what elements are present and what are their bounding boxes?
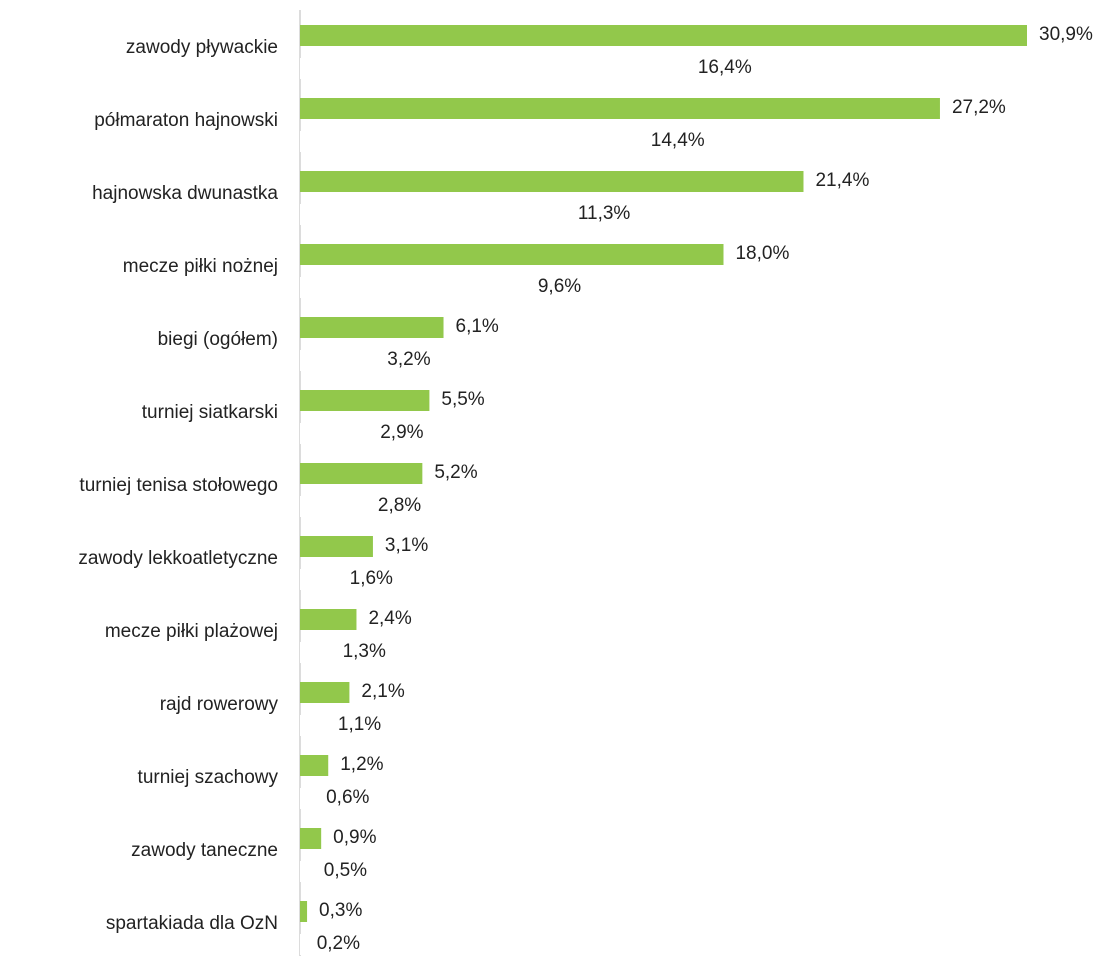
bar	[300, 755, 329, 776]
data-label: 1,2%	[340, 754, 383, 775]
bar	[300, 423, 369, 444]
data-label: 14,4%	[651, 130, 705, 151]
bar	[300, 496, 366, 517]
bar	[300, 204, 566, 225]
category-label: zawody pływackie	[126, 37, 278, 58]
data-label: 18,0%	[735, 243, 789, 264]
bar	[300, 861, 312, 882]
bar	[300, 390, 430, 411]
category-label: rajd rowerowy	[160, 694, 279, 715]
data-label: 0,3%	[319, 900, 362, 921]
bar	[300, 171, 804, 192]
category-label: biegi (ogółem)	[158, 329, 278, 350]
category-label: zawody taneczne	[131, 840, 278, 861]
bar	[300, 609, 357, 630]
bar	[300, 98, 940, 119]
bar	[300, 901, 308, 922]
bar	[300, 58, 686, 79]
category-label: hajnowska dwunastka	[92, 183, 278, 204]
bar	[300, 828, 322, 849]
data-label: 27,2%	[952, 97, 1006, 118]
data-label: 11,3%	[578, 203, 631, 224]
category-label: zawody lekkoatletyczne	[78, 548, 278, 569]
category-label: mecze piłki nożnej	[123, 256, 278, 277]
data-label: 21,4%	[815, 170, 869, 191]
data-label: 5,5%	[441, 389, 484, 410]
data-label: 2,8%	[378, 495, 421, 516]
bar	[300, 317, 444, 338]
data-label: 3,2%	[387, 349, 430, 370]
category-label: mecze piłki plażowej	[105, 621, 278, 642]
bar	[300, 350, 376, 371]
category-label: półmaraton hajnowski	[94, 110, 278, 131]
bar	[300, 25, 1027, 46]
data-label: 0,2%	[317, 933, 360, 954]
data-label: 1,3%	[343, 641, 386, 662]
data-label: 5,2%	[434, 462, 477, 483]
data-label: 2,1%	[361, 681, 404, 702]
bar	[300, 642, 331, 663]
bar	[300, 569, 338, 590]
data-label: 0,6%	[326, 787, 369, 808]
category-label: spartakiada dla OzN	[106, 913, 278, 934]
data-label: 1,6%	[350, 568, 393, 589]
data-label: 0,5%	[324, 860, 367, 881]
data-label: 6,1%	[456, 316, 499, 337]
bar	[300, 682, 350, 703]
data-label: 16,4%	[698, 57, 752, 78]
bar	[300, 277, 526, 298]
bar	[300, 715, 326, 736]
data-label: 0,9%	[333, 827, 376, 848]
bar	[300, 934, 305, 955]
category-label: turniej tenisa stołowego	[79, 475, 278, 496]
data-label: 2,9%	[380, 422, 423, 443]
bar	[300, 788, 315, 809]
bar	[300, 244, 724, 265]
category-label: turniej siatkarski	[142, 402, 278, 423]
data-label: 1,1%	[338, 714, 381, 735]
category-label: turniej szachowy	[138, 767, 279, 788]
bar	[300, 463, 423, 484]
bar	[300, 536, 373, 557]
data-label: 9,6%	[538, 276, 581, 297]
data-label: 3,1%	[385, 535, 428, 556]
data-label: 2,4%	[368, 608, 411, 629]
bar	[300, 131, 639, 152]
data-label: 30,9%	[1039, 24, 1093, 45]
